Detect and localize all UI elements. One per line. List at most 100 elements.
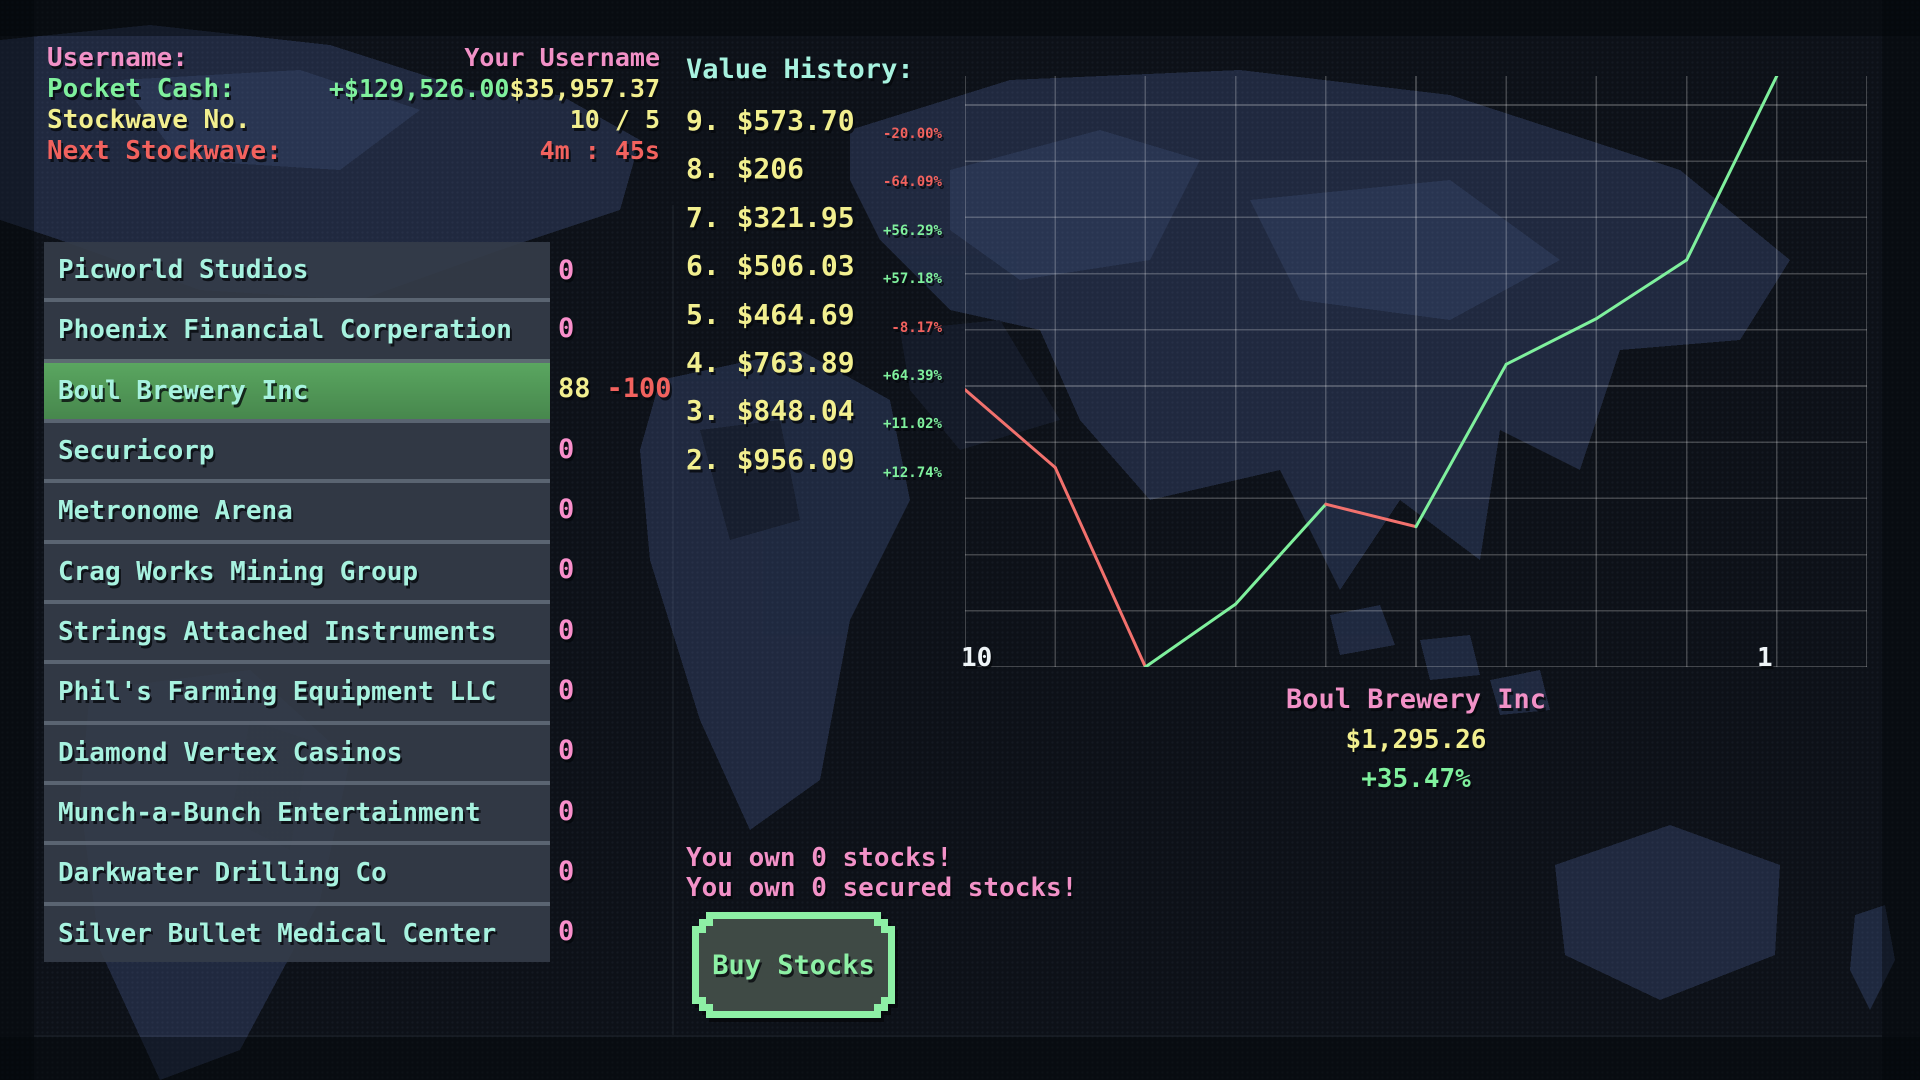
stock-holdings: 0 [558,242,718,298]
stock-count: 0 [558,855,575,887]
player-info-header: Username: Your Username Pocket Cash: +$129,… [47,42,660,166]
stock-list-item[interactable]: Phoenix Financial Corperation [44,298,550,359]
section-divider-horizontal [34,1035,1882,1037]
stock-holdings: 0 [558,298,718,358]
stock-name: Crag Works Mining Group [58,556,419,587]
stock-count: 0 [558,554,575,586]
stock-list-item[interactable]: Metronome Arena [44,479,550,540]
stock-name: Munch-a-Bunch Entertainment [58,798,481,829]
header-values: Your Username [464,43,660,72]
value-history-percent: +11.02% [882,416,942,433]
stock-list-item[interactable]: Picworld Studios [44,242,550,299]
stock-name: Picworld Studios [58,255,309,286]
stock-name: Phoenix Financial Corperation [58,315,512,346]
header-row: Username: Your Username [47,42,660,73]
header-values: 10 / 5 [570,105,660,134]
header-value: Your Username [464,43,660,72]
value-history-entry: 6. $506.03 +57.18% [686,249,956,287]
value-history-title: Value History: [686,54,914,85]
value-history-entry: 8. $206 -64.09% [686,152,956,190]
stock-list-item[interactable]: Strings Attached Instruments [44,599,550,661]
buy-stocks-button[interactable]: Buy Stocks [692,912,895,1018]
stock-count-delta: -100 [606,373,672,405]
stock-holdings: 88 -100 [558,359,718,419]
value-history-list: 9. $573.70 -20.00% 8. $206 -64.09% 7. $321.9… [686,104,956,524]
owned-secured-stocks-line: You own 0 secured stocks! [686,873,1078,903]
value-history-value: 2. $956.09 [686,442,855,476]
stock-holdings-column: 0 0 88 -100 0 0 0 0 0 0 0 0 0 [558,242,718,962]
stock-holdings: 0 [558,600,718,660]
header-value: 10 / 5 [569,105,660,134]
stock-name: Metronome Arena [58,496,293,527]
buy-button-fill [699,919,888,1011]
value-history-percent: -20.00% [882,126,942,142]
value-history-percent: +56.29% [882,222,942,239]
stock-list-item[interactable]: Phil's Farming Equipment LLC [44,660,550,721]
selected-stock-name: Boul Brewery Inc [1285,684,1547,715]
value-history-value: 5. $464.69 [686,297,855,331]
x-axis-label-right: 1 [1757,643,1773,673]
header-label: Stockwave No. [47,104,251,135]
stock-holdings: 0 [558,841,718,901]
header-row: Next Stockwave: 4m : 45s [47,135,660,166]
selected-stock-change: +35.47% [1361,764,1471,794]
header-value: $35,957.37 [509,74,660,103]
stock-count: 0 [558,433,575,465]
stock-count: 0 [558,254,575,286]
stock-list-item[interactable]: Securicorp [44,418,550,480]
header-row: Pocket Cash: +$129,526.00 $35,957.37 [47,73,660,104]
header-value: +$129,526.00 [328,74,510,103]
stock-holdings: 0 [558,902,718,962]
stock-list-item[interactable]: Boul Brewery Inc [44,358,550,419]
stock-count: 0 [558,674,575,706]
stock-list-item[interactable]: Darkwater Drilling Co [44,841,550,902]
value-history-value: 8. $206 [686,152,805,186]
header-label: Username: [47,42,188,73]
header-value: 4m : 45s [539,136,660,165]
value-history-value: 7. $321.95 [686,200,855,234]
value-history-entry: 5. $464.69 -8.17% [686,297,956,336]
stock-list-item[interactable]: Diamond Vertex Casinos [44,720,550,781]
value-history-value: 6. $506.03 [686,249,855,283]
value-history-percent: -8.17% [891,319,942,336]
selected-stock-summary: Boul Brewery Inc $1,295.26 +35.47% [965,684,1867,794]
stock-holdings: 0 [558,479,718,539]
stock-name: Boul Brewery Inc [58,375,309,406]
header-label: Pocket Cash: [47,73,235,104]
stock-holdings: 0 [558,721,718,781]
header-values: 4m : 45s [540,136,660,165]
buy-button-label: Buy Stocks [712,949,875,981]
value-history-entry: 2. $956.09 +12.74% [686,442,956,481]
stock-list-item[interactable]: Crag Works Mining Group [44,539,550,600]
stock-count: 0 [558,312,575,344]
value-history-percent: +64.39% [882,368,942,384]
stock-name: Darkwater Drilling Co [58,858,387,889]
section-divider-vertical [672,205,674,1035]
stock-count: 0 [558,493,575,525]
value-history-entry: 9. $573.70 -20.00% [686,104,956,142]
stock-name: Phil's Farming Equipment LLC [58,677,497,708]
value-history-value: 4. $763.89 [686,346,855,379]
x-axis-label-left: 10 [961,643,993,673]
stock-name: Securicorp [58,436,215,467]
header-row: Stockwave No. 10 / 5 [47,104,660,135]
stock-name: Diamond Vertex Casinos [58,737,403,768]
value-history-percent: +57.18% [882,271,942,288]
value-history-entry: 3. $848.04 +11.02% [686,394,956,432]
stock-holdings: 0 [558,540,718,600]
stock-count: 0 [558,735,575,767]
stock-list-item[interactable]: Silver Bullet Medical Center [44,901,550,962]
value-history-percent: -64.09% [882,174,942,191]
chart-canvas [965,76,1867,667]
price-history-chart [965,76,1867,667]
header-label: Next Stockwave: [47,135,282,166]
stock-holdings: 0 [558,781,718,841]
stock-list-item[interactable]: Munch-a-Bunch Entertainment [44,780,550,842]
stock-holdings: 0 [558,660,718,720]
stock-name: Strings Attached Instruments [58,617,497,648]
stock-count: 0 [558,916,575,948]
value-history-value: 9. $573.70 [686,104,855,137]
value-history-percent: +12.74% [882,464,942,481]
stock-holdings: 0 [558,419,718,479]
